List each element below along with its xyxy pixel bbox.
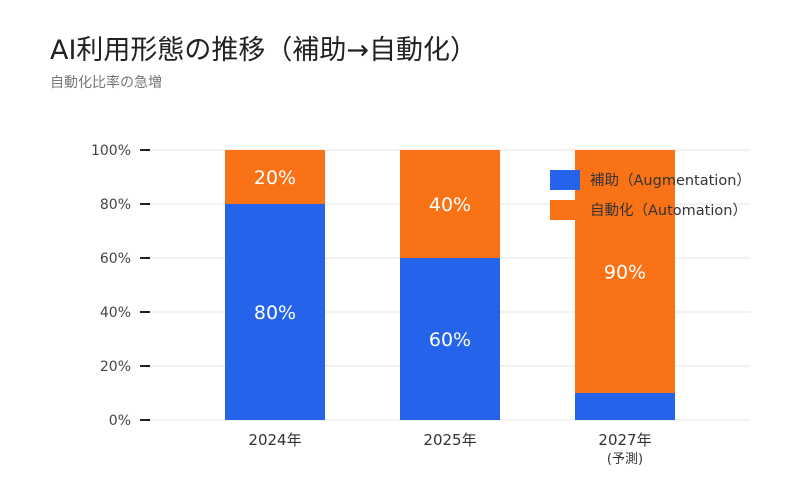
chart-title: AI利用形態の推移（補助→自動化） (50, 35, 478, 66)
bar-segment (400, 258, 500, 420)
bar-segment (575, 150, 675, 393)
bar-segment (400, 150, 500, 258)
bar-segment (225, 150, 325, 204)
bar-value-label: 60% (429, 329, 471, 351)
bar-value-label: 80% (254, 302, 296, 324)
bar-segment (225, 204, 325, 420)
y-tick-label: 40% (100, 305, 131, 321)
y-tick-label: 100% (91, 143, 131, 159)
legend-label: 自動化（Automation） (590, 202, 747, 219)
bar-value-label: 20% (254, 167, 296, 189)
bar-value-label: 40% (429, 194, 471, 216)
bar-segment (575, 393, 675, 420)
chart-subtitle: 自動化比率の急増 (50, 75, 162, 91)
x-tick-label: (予測) (607, 452, 643, 467)
x-tick-label: 2027年 (598, 431, 651, 449)
y-tick-label: 80% (100, 197, 131, 213)
x-tick-label: 2024年 (248, 431, 301, 449)
y-tick-label: 60% (100, 251, 131, 267)
y-tick-label: 0% (109, 413, 131, 429)
y-tick-label: 20% (100, 359, 131, 375)
legend-label: 補助（Augmentation） (590, 172, 751, 189)
bar-value-label: 90% (604, 262, 646, 284)
x-tick-label: 2025年 (423, 431, 476, 449)
legend-swatch (550, 200, 580, 220)
legend-swatch (550, 170, 580, 190)
